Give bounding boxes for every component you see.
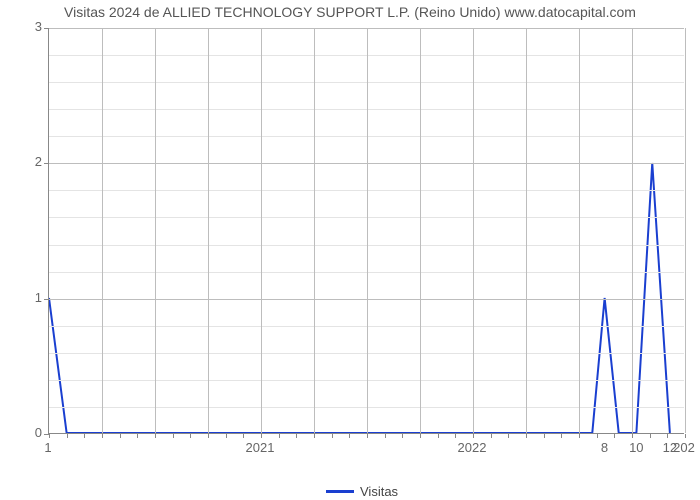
x-axis-minor-tick — [561, 434, 562, 438]
legend-label: Visitas — [360, 484, 398, 499]
x-axis-minor-tick — [544, 434, 545, 438]
legend: Visitas — [326, 484, 398, 499]
x-axis-minor-tick — [420, 434, 421, 438]
x-axis-minor-tick — [685, 434, 686, 438]
legend-swatch — [326, 490, 354, 493]
y-axis-tick — [44, 299, 49, 300]
grid-line-v — [155, 28, 156, 433]
x-axis-minor-tick — [208, 434, 209, 438]
y-axis-label: 2 — [12, 154, 42, 169]
x-axis-label: 10 — [629, 440, 643, 455]
x-axis-minor-tick — [120, 434, 121, 438]
x-axis-minor-tick — [155, 434, 156, 438]
x-axis-minor-tick — [508, 434, 509, 438]
x-axis-minor-tick — [261, 434, 262, 438]
x-axis-label: 202 — [673, 440, 695, 455]
x-axis-minor-tick — [84, 434, 85, 438]
x-axis-minor-tick — [526, 434, 527, 438]
y-axis-tick — [44, 28, 49, 29]
x-axis-minor-tick — [402, 434, 403, 438]
grid-line-v — [367, 28, 368, 433]
x-axis-label: 2022 — [458, 440, 487, 455]
grid-line-v — [579, 28, 580, 433]
x-axis-minor-tick — [226, 434, 227, 438]
x-axis-minor-tick — [455, 434, 456, 438]
x-axis-minor-tick — [597, 434, 598, 438]
x-axis-minor-tick — [349, 434, 350, 438]
grid-line-v — [473, 28, 474, 433]
x-axis-label: 8 — [601, 440, 608, 455]
x-axis-minor-tick — [279, 434, 280, 438]
x-axis-minor-tick — [385, 434, 386, 438]
x-axis-minor-tick — [190, 434, 191, 438]
y-axis-tick — [44, 163, 49, 164]
grid-line-v — [208, 28, 209, 433]
grid-line-v — [314, 28, 315, 433]
y-axis-label: 0 — [12, 425, 42, 440]
x-axis-label: 2021 — [246, 440, 275, 455]
grid-line-v — [261, 28, 262, 433]
x-axis-minor-tick — [243, 434, 244, 438]
x-axis-minor-tick — [367, 434, 368, 438]
x-axis-minor-tick — [296, 434, 297, 438]
x-axis-minor-tick — [632, 434, 633, 438]
x-axis-minor-tick — [579, 434, 580, 438]
x-axis-minor-tick — [173, 434, 174, 438]
chart-title: Visitas 2024 de ALLIED TECHNOLOGY SUPPOR… — [0, 4, 700, 20]
x-axis-label: 1 — [44, 440, 51, 455]
x-axis-minor-tick — [650, 434, 651, 438]
x-axis-minor-tick — [314, 434, 315, 438]
x-axis-minor-tick — [491, 434, 492, 438]
x-axis-minor-tick — [473, 434, 474, 438]
x-axis-minor-tick — [102, 434, 103, 438]
x-axis-minor-tick — [332, 434, 333, 438]
grid-line-v — [526, 28, 527, 433]
y-axis-label: 1 — [12, 290, 42, 305]
y-axis-label: 3 — [12, 19, 42, 34]
grid-line-v — [102, 28, 103, 433]
line-chart: Visitas 2024 de ALLIED TECHNOLOGY SUPPOR… — [0, 0, 700, 500]
x-axis-minor-tick — [49, 434, 50, 438]
grid-line-v — [685, 28, 686, 433]
plot-area — [48, 28, 684, 434]
x-axis-minor-tick — [67, 434, 68, 438]
x-axis-minor-tick — [614, 434, 615, 438]
x-axis-minor-tick — [137, 434, 138, 438]
x-axis-minor-tick — [667, 434, 668, 438]
x-axis-minor-tick — [438, 434, 439, 438]
grid-line-v — [420, 28, 421, 433]
grid-line-v — [632, 28, 633, 433]
